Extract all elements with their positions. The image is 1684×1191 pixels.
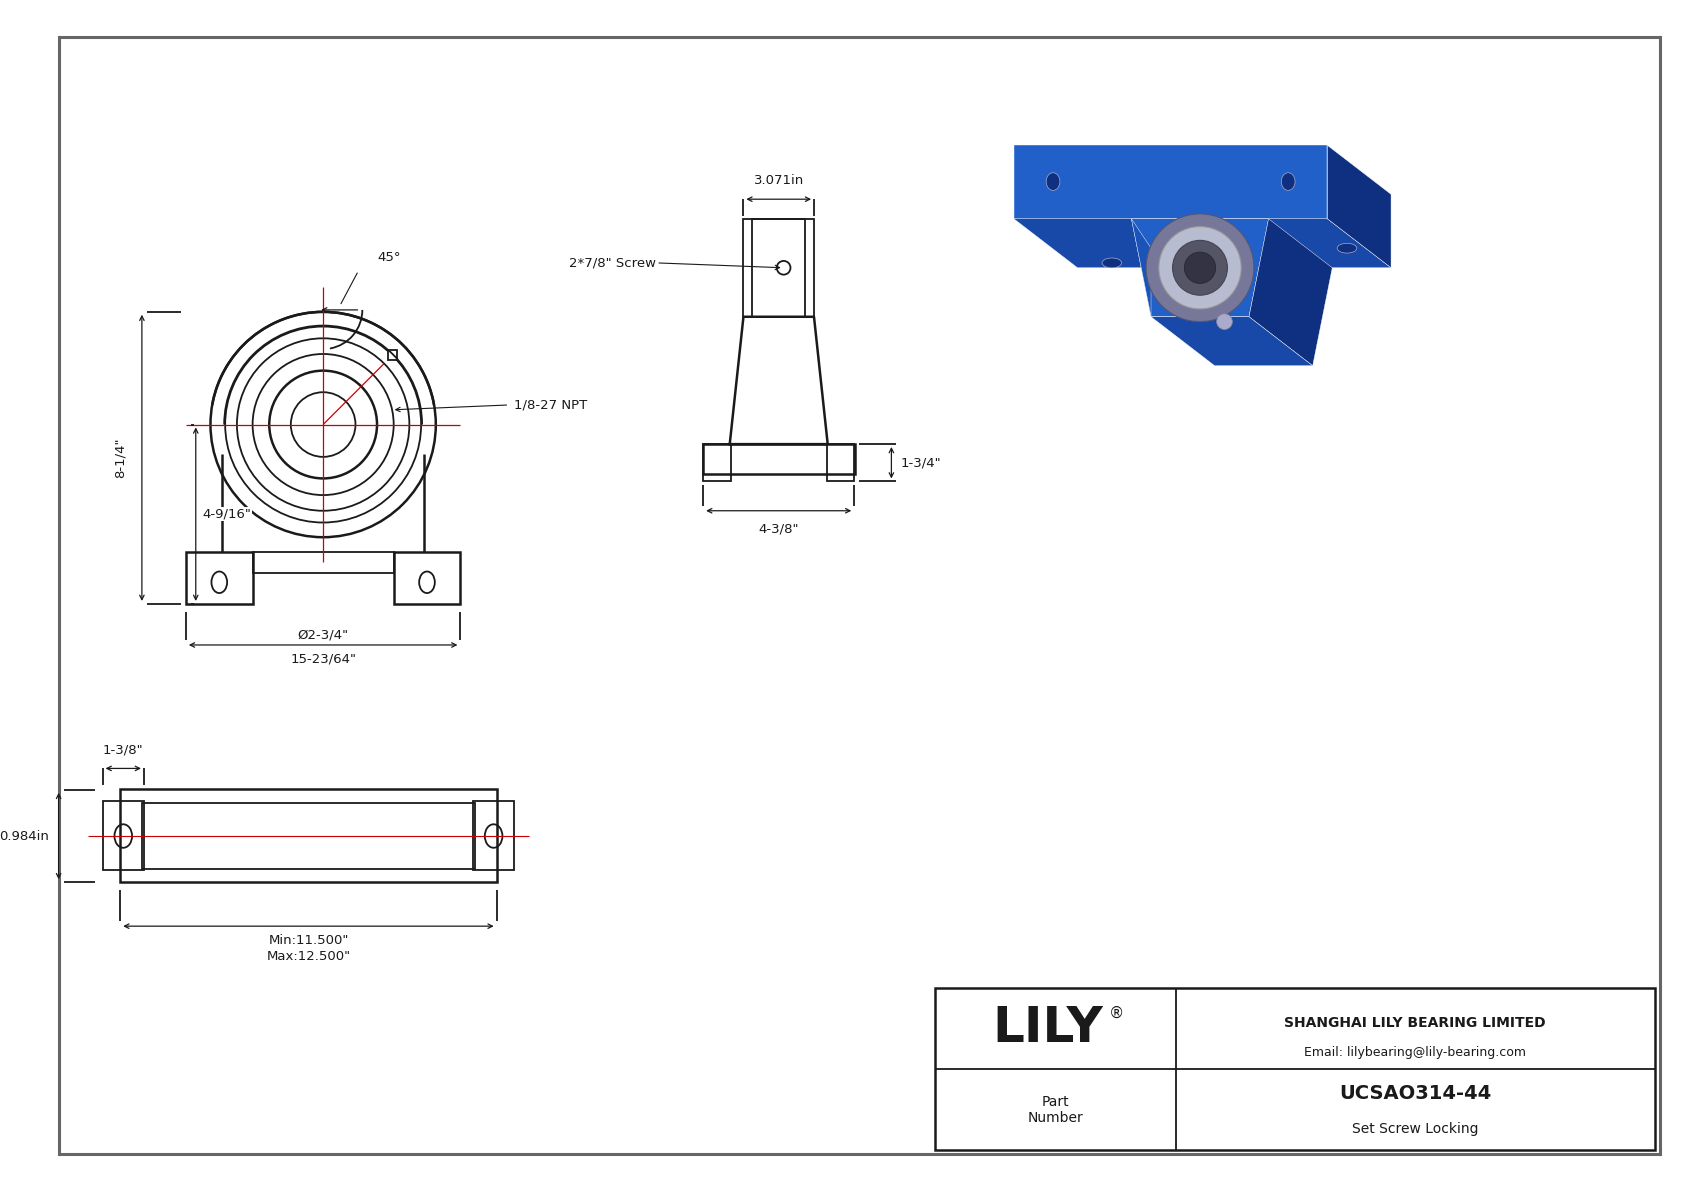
Text: Ø2-3/4": Ø2-3/4" xyxy=(298,628,349,641)
Bar xyxy=(936,987,1655,1149)
Text: Min:11.500": Min:11.500" xyxy=(268,934,349,947)
Bar xyxy=(704,444,731,481)
Bar xyxy=(753,219,805,317)
Bar xyxy=(185,551,253,604)
Text: ®: ® xyxy=(1110,1006,1125,1021)
Polygon shape xyxy=(1014,219,1391,268)
Circle shape xyxy=(1216,313,1233,330)
Polygon shape xyxy=(1132,219,1152,317)
Text: 4-3/8": 4-3/8" xyxy=(758,523,798,536)
Circle shape xyxy=(1184,252,1216,283)
Bar xyxy=(103,800,143,871)
Bar xyxy=(827,444,854,481)
Text: 2*7/8" Screw: 2*7/8" Screw xyxy=(569,256,657,269)
Bar xyxy=(141,803,475,869)
Text: Part
Number: Part Number xyxy=(1027,1095,1083,1124)
Ellipse shape xyxy=(1337,243,1357,252)
Text: SHANGHAI LILY BEARING LIMITED: SHANGHAI LILY BEARING LIMITED xyxy=(1285,1016,1546,1030)
Text: LILY: LILY xyxy=(994,1004,1103,1053)
Circle shape xyxy=(1147,214,1255,322)
Bar xyxy=(387,350,397,360)
Circle shape xyxy=(1159,226,1241,308)
Polygon shape xyxy=(1132,219,1268,317)
Polygon shape xyxy=(1014,145,1327,219)
Text: 15-23/64": 15-23/64" xyxy=(290,653,355,666)
Text: 1-3/4": 1-3/4" xyxy=(901,456,941,469)
Bar xyxy=(253,551,394,573)
Text: Max:12.500": Max:12.500" xyxy=(266,949,350,962)
Polygon shape xyxy=(1152,317,1312,366)
Bar xyxy=(704,444,855,474)
Circle shape xyxy=(1172,241,1228,295)
Text: UCSAO314-44: UCSAO314-44 xyxy=(1339,1084,1492,1103)
Text: 1/8-27 NPT: 1/8-27 NPT xyxy=(514,399,588,411)
Polygon shape xyxy=(1327,145,1391,268)
Text: Set Screw Locking: Set Screw Locking xyxy=(1352,1122,1479,1136)
Text: Email: lilybearing@lily-bearing.com: Email: lilybearing@lily-bearing.com xyxy=(1303,1046,1526,1059)
Bar xyxy=(473,800,514,871)
Text: 45°: 45° xyxy=(377,251,401,264)
Ellipse shape xyxy=(1101,258,1122,268)
Text: 8-1/4": 8-1/4" xyxy=(115,437,126,478)
Text: 1-3/8": 1-3/8" xyxy=(103,743,143,756)
Text: 0.984in: 0.984in xyxy=(0,829,49,842)
Ellipse shape xyxy=(1282,173,1295,191)
Bar xyxy=(743,219,813,317)
Text: 3.071in: 3.071in xyxy=(754,174,803,187)
Polygon shape xyxy=(1250,219,1332,366)
Text: 4-9/16": 4-9/16" xyxy=(202,507,251,520)
Ellipse shape xyxy=(1046,173,1059,191)
Bar xyxy=(394,551,460,604)
Bar xyxy=(120,788,497,883)
